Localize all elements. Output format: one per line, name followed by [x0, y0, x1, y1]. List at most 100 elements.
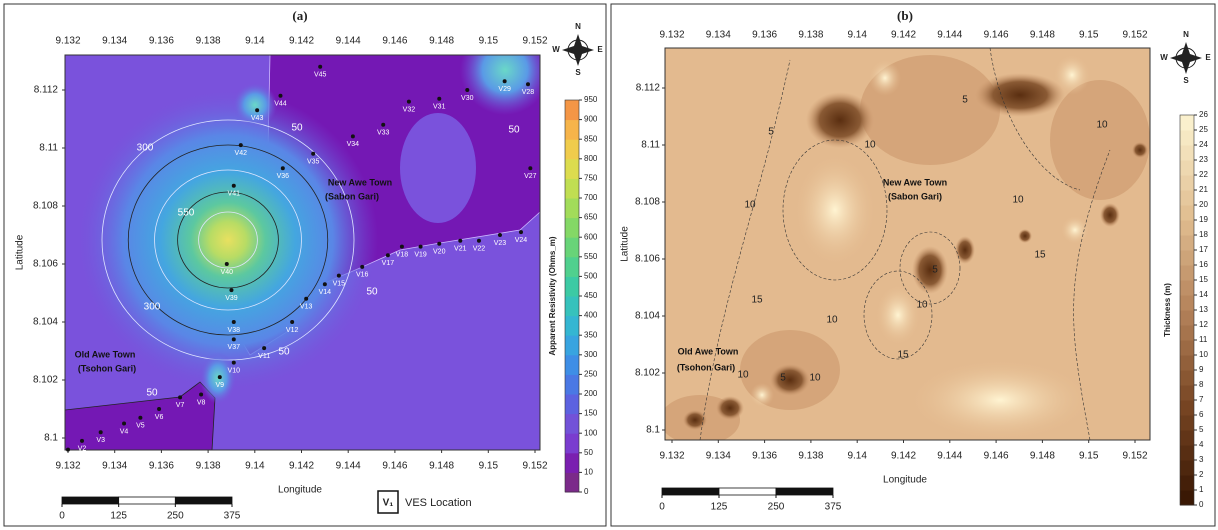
x-tick-label: 9.142 — [289, 36, 314, 47]
x-tick-label: 9.136 — [149, 36, 174, 47]
y-tick-label: 8.1 — [44, 433, 58, 444]
colorbar-step — [1180, 310, 1194, 326]
station-label: V21 — [454, 246, 467, 253]
colorbar-tick-label: 19 — [1199, 215, 1208, 224]
x-tick-label: 9.152 — [1122, 30, 1147, 41]
station-label: V17 — [382, 260, 395, 267]
contour-label: 10 — [826, 315, 838, 326]
thin-zone — [1018, 229, 1032, 243]
colorbar-tick-label: 2 — [1199, 470, 1204, 479]
x-tick-label: 9.134 — [102, 36, 127, 47]
colorbar-tick-label: 4 — [1199, 440, 1204, 449]
y-tick-label: 8.108 — [33, 201, 58, 212]
ves-station — [278, 94, 282, 98]
colorbar-tick-label: 16 — [1199, 260, 1208, 269]
colorbar-tick-label: 450 — [584, 291, 598, 300]
thick-zone — [876, 285, 920, 345]
colorbar-tick-label: 24 — [1199, 140, 1208, 149]
x-tick-label: 9.146 — [984, 30, 1009, 41]
compass-w: W — [552, 45, 560, 54]
y-tick-label: 8.106 — [635, 254, 660, 265]
thin-zone — [975, 73, 1065, 117]
x-tick-label: 9.15 — [479, 461, 499, 472]
station-label: V43 — [251, 115, 264, 122]
ves-station — [157, 407, 161, 411]
y-tick-label: 8.104 — [635, 311, 660, 322]
station-label: V24 — [515, 237, 528, 244]
ves-station — [122, 422, 126, 426]
place-label: (Sabon Gari) — [325, 191, 379, 201]
colorbar-step — [565, 218, 579, 238]
colorbar-step — [1180, 415, 1194, 431]
colorbar-step — [1180, 250, 1194, 266]
ves-station — [232, 361, 236, 365]
x-tick-label: 9.134 — [706, 30, 731, 41]
station-label: V11 — [258, 353, 270, 360]
ves-station — [503, 79, 507, 83]
x-tick-label: 9.142 — [891, 30, 916, 41]
x-tick-label: 9.152 — [1122, 451, 1147, 462]
x-tick-label: 9.152 — [522, 461, 547, 472]
colorbar-step — [1180, 445, 1194, 461]
colorbar-step — [1180, 130, 1194, 146]
map-area — [660, 48, 1150, 445]
place-label: New Awe Town — [328, 177, 392, 187]
compass-n: N — [575, 22, 581, 31]
colorbar-tick-label: 15 — [1199, 275, 1208, 284]
colorbar-step — [565, 296, 579, 316]
scale-label: 125 — [110, 511, 127, 522]
colorbar-tick-label: 150 — [584, 409, 598, 418]
colorbar-step — [565, 178, 579, 198]
thick-zone — [869, 60, 901, 96]
ves-station — [400, 245, 404, 249]
x-tick-label: 9.15 — [479, 36, 499, 47]
ves-station — [311, 152, 315, 156]
map-area — [65, 25, 550, 450]
colorbar-tick-label: 850 — [584, 134, 598, 143]
thin-zone — [1132, 142, 1148, 158]
ves-station — [232, 337, 236, 341]
contour-label: 10 — [744, 200, 756, 211]
x-tick-label: 9.14 — [245, 36, 265, 47]
contour-label: 50 — [508, 125, 520, 136]
colorbar-tick-label: 3 — [1199, 455, 1204, 464]
scale-label: 375 — [825, 502, 842, 513]
place-label: (Tsohon Gari) — [78, 363, 136, 373]
contour-label: 10 — [1096, 120, 1108, 131]
thin-zone — [770, 364, 810, 396]
x-tick-label: 9.138 — [196, 461, 221, 472]
colorbar-step — [1180, 460, 1194, 476]
thin-zone — [1050, 80, 1150, 200]
colorbar-step — [565, 257, 579, 277]
ves-station — [225, 262, 229, 266]
colorbar-step — [565, 453, 579, 473]
contour-label: 10 — [1012, 195, 1024, 206]
colorbar-step — [1180, 160, 1194, 176]
colorbar-step — [565, 139, 579, 159]
station-label: V27 — [524, 173, 537, 180]
ves-station — [477, 239, 481, 243]
station-label: V35 — [307, 159, 320, 166]
thin-zone — [955, 236, 975, 264]
x-axis-label: Longitude — [278, 485, 322, 496]
colorbar-tick-label: 800 — [584, 154, 598, 163]
ves-station — [232, 320, 236, 324]
x-tick-label: 9.136 — [752, 30, 777, 41]
scale-label: 250 — [768, 502, 785, 513]
colorbar-step — [1180, 235, 1194, 251]
contour-label: 5 — [780, 373, 786, 384]
colorbar-tick-label: 200 — [584, 389, 598, 398]
colorbar-step — [1180, 490, 1194, 506]
ves-station — [262, 346, 266, 350]
colorbar-step — [565, 120, 579, 140]
contour-label: 550 — [178, 208, 195, 219]
y-axis-label: Latitude — [620, 226, 631, 262]
x-tick-label: 9.148 — [1030, 451, 1055, 462]
x-tick-label: 9.144 — [937, 451, 962, 462]
station-label: V44 — [274, 101, 287, 108]
colorbar-tick-label: 22 — [1199, 170, 1208, 179]
colorbar-step — [1180, 475, 1194, 491]
station-label: V7 — [176, 402, 185, 409]
colorbar-tick-label: 18 — [1199, 230, 1208, 239]
colorbar-label: Thickness (m) — [1163, 283, 1172, 337]
